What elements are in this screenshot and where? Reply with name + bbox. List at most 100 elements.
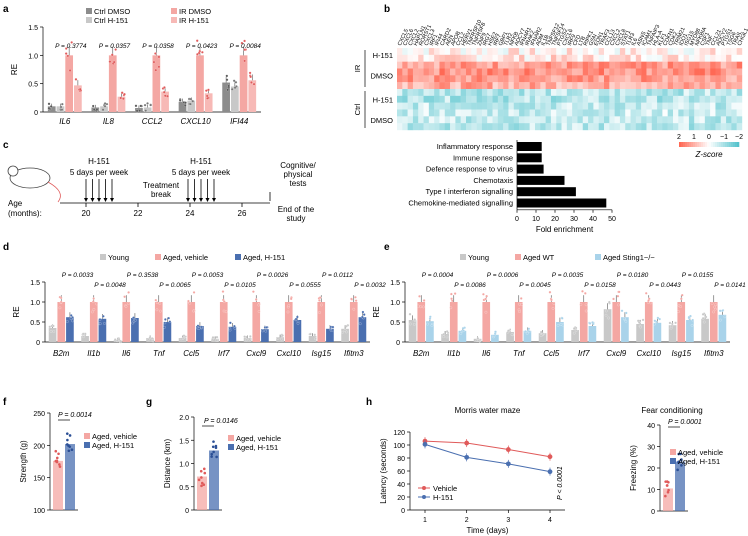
heatmap-cell — [476, 48, 483, 56]
heatmap-cell — [726, 82, 732, 90]
panel-e-chart: 0 0.5 1.0 1.5 RE B2m Il1b Il6 Tnf Ccl5 Irf7 Cxcl9 Cx… — [372, 253, 746, 358]
colorbar-segment — [713, 142, 716, 147]
heatmap-cell — [540, 123, 546, 131]
enrichment-bar — [517, 142, 542, 151]
colorbar-segment — [731, 142, 734, 147]
heatmap-cell — [651, 75, 658, 83]
data-point — [55, 460, 59, 464]
data-point — [607, 300, 611, 304]
heatmap-cell — [635, 102, 642, 110]
heatmap-cell — [439, 61, 445, 69]
data-point — [677, 310, 680, 313]
panel-label-e: e — [384, 242, 390, 253]
data-point — [584, 292, 587, 295]
heatmap-cell — [678, 95, 684, 103]
heatmap-cell — [418, 123, 424, 131]
heatmap-cell — [582, 68, 589, 76]
heatmap-cell — [556, 75, 562, 83]
heatmap-cell — [651, 95, 658, 103]
heatmap-cell — [609, 102, 615, 110]
gene-label: IRF7 — [493, 34, 503, 47]
bar — [668, 325, 677, 342]
data-point — [199, 469, 203, 473]
heatmap-cell — [503, 95, 509, 103]
heatmap-cell — [545, 82, 552, 90]
heatmap-cell — [471, 61, 477, 69]
data-point — [47, 106, 51, 110]
heatmap-cell — [736, 116, 743, 124]
gene-label: GBP1 — [498, 31, 510, 47]
heatmap-cell — [524, 123, 530, 131]
heatmap-cell — [726, 109, 732, 117]
heatmap-cell — [466, 68, 472, 76]
colorbar-tick: 2 — [677, 134, 681, 141]
p-value-top: P = 0.3538 — [127, 272, 159, 279]
series-line — [424, 440, 551, 458]
heatmap-cell — [439, 109, 445, 117]
heatmap-cell — [715, 116, 721, 124]
heatmap-cell — [550, 102, 557, 110]
heatmap-cell — [715, 95, 721, 103]
heatmap-cell — [630, 54, 637, 62]
bar — [117, 96, 126, 112]
bar — [47, 106, 56, 112]
drug-label: H-151 — [190, 157, 212, 166]
heatmap-cell — [428, 102, 435, 110]
heatmap-cell — [466, 54, 472, 62]
heatmap-cell — [646, 61, 652, 69]
data-point — [276, 337, 280, 340]
heatmap-cell — [476, 95, 483, 103]
heatmap-cell — [673, 48, 679, 56]
bar — [701, 318, 709, 342]
data-point — [677, 460, 680, 464]
bar — [491, 334, 499, 342]
heatmap-cell — [545, 95, 552, 103]
bar — [252, 302, 261, 342]
bar — [196, 55, 204, 112]
data-point — [59, 296, 63, 300]
heatmap-cell — [630, 89, 637, 97]
heatmap-cell — [604, 109, 610, 117]
heatmap-cell — [561, 61, 568, 69]
colorbar-segment — [679, 142, 682, 147]
heatmap-cell — [455, 109, 461, 117]
data-point — [222, 309, 226, 313]
legend-marker — [422, 495, 426, 499]
heatmap-cell — [407, 75, 414, 83]
data-point — [91, 104, 95, 108]
data-point — [49, 330, 53, 333]
colorbar-segment — [715, 142, 718, 147]
bar — [228, 326, 237, 342]
heatmap-cell — [529, 54, 536, 62]
data-point — [57, 452, 60, 456]
heatmap-cell — [736, 102, 743, 110]
heatmap-cell — [402, 109, 408, 117]
heatmap-cell — [519, 75, 525, 83]
data-point — [612, 297, 615, 301]
heatmap-cell — [497, 82, 504, 90]
heatmap-cell — [609, 82, 615, 90]
legend-swatch — [86, 8, 92, 14]
heatmap-cell — [619, 123, 626, 131]
heatmap-cell — [625, 48, 631, 56]
heatmap-cell — [630, 68, 637, 76]
heatmap-cell — [481, 102, 488, 110]
data-point — [119, 340, 122, 344]
heatmap-cell — [450, 61, 456, 69]
data-point — [90, 310, 94, 314]
heatmap-cell — [731, 61, 737, 69]
heatmap-cell — [572, 48, 578, 56]
data-point — [164, 318, 167, 321]
x-tick-label: Ifitm3 — [704, 349, 724, 358]
heatmap-cell — [524, 54, 530, 62]
data-point — [677, 452, 681, 456]
heatmap-cell — [673, 109, 679, 117]
heatmap-cell — [625, 109, 631, 117]
heatmap-cell — [481, 116, 488, 124]
y-tick-label: 1.0 — [390, 300, 400, 307]
bar — [209, 450, 219, 510]
heatmap-cell — [434, 82, 440, 90]
heatmap-cell — [641, 48, 647, 56]
heatmap-cell — [572, 75, 578, 83]
